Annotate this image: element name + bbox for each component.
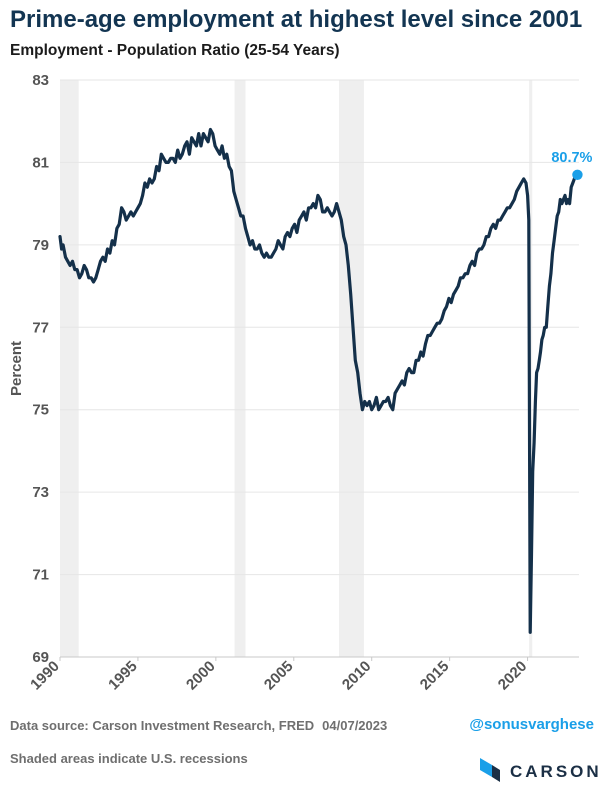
chart-title: Prime-age employment at highest level si… xyxy=(10,6,583,33)
y-axis-label: Percent xyxy=(8,341,25,396)
y-tick-73: 73 xyxy=(32,484,49,501)
x-tick-2010: 2010 xyxy=(339,658,375,694)
y-axis-ticks: 69 71 73 75 77 79 81 83 xyxy=(32,72,49,666)
data-source: Data source: Carson Investment Research,… xyxy=(10,718,387,733)
source-text: Data source: Carson Investment Research,… xyxy=(10,718,315,733)
latest-value-label: 80.7% xyxy=(551,150,592,166)
author-handle[interactable]: @sonusvarghese xyxy=(469,716,594,733)
y-tick-79: 79 xyxy=(32,237,49,254)
y-tick-71: 71 xyxy=(32,567,49,584)
recession-bands xyxy=(60,80,533,657)
y-tick-81: 81 xyxy=(32,154,49,171)
recession-band-3 xyxy=(338,80,364,657)
chart-subtitle: Employment - Population Ratio (25-54 Yea… xyxy=(10,42,340,59)
grid-lines xyxy=(60,79,579,658)
y-tick-83: 83 xyxy=(32,72,49,89)
latest-value-dot xyxy=(572,169,583,180)
recession-note: Shaded areas indicate U.S. recessions xyxy=(10,751,248,766)
carson-logo-icon xyxy=(480,758,500,782)
series-employment-ratio xyxy=(58,127,579,634)
recession-band-1 xyxy=(60,80,79,657)
x-tick-2020: 2020 xyxy=(495,658,531,694)
y-tick-69: 69 xyxy=(32,649,49,666)
x-tick-2005: 2005 xyxy=(261,658,297,694)
x-tick-1995: 1995 xyxy=(105,658,141,694)
recession-band-2 xyxy=(234,80,246,657)
latest-value-callout: 80.7% xyxy=(551,150,593,180)
y-tick-75: 75 xyxy=(32,402,49,419)
x-tick-2015: 2015 xyxy=(417,658,453,694)
series-line-1 xyxy=(58,127,579,634)
carson-logo-text: CARSON xyxy=(510,762,602,781)
x-axis-ticks: 1990 1995 2000 2005 2010 2015 2020 xyxy=(27,657,530,693)
source-date: 04/07/2023 xyxy=(322,718,388,733)
carson-logo: CARSON xyxy=(478,756,599,786)
y-tick-77: 77 xyxy=(32,319,49,336)
x-tick-2000: 2000 xyxy=(183,658,219,694)
